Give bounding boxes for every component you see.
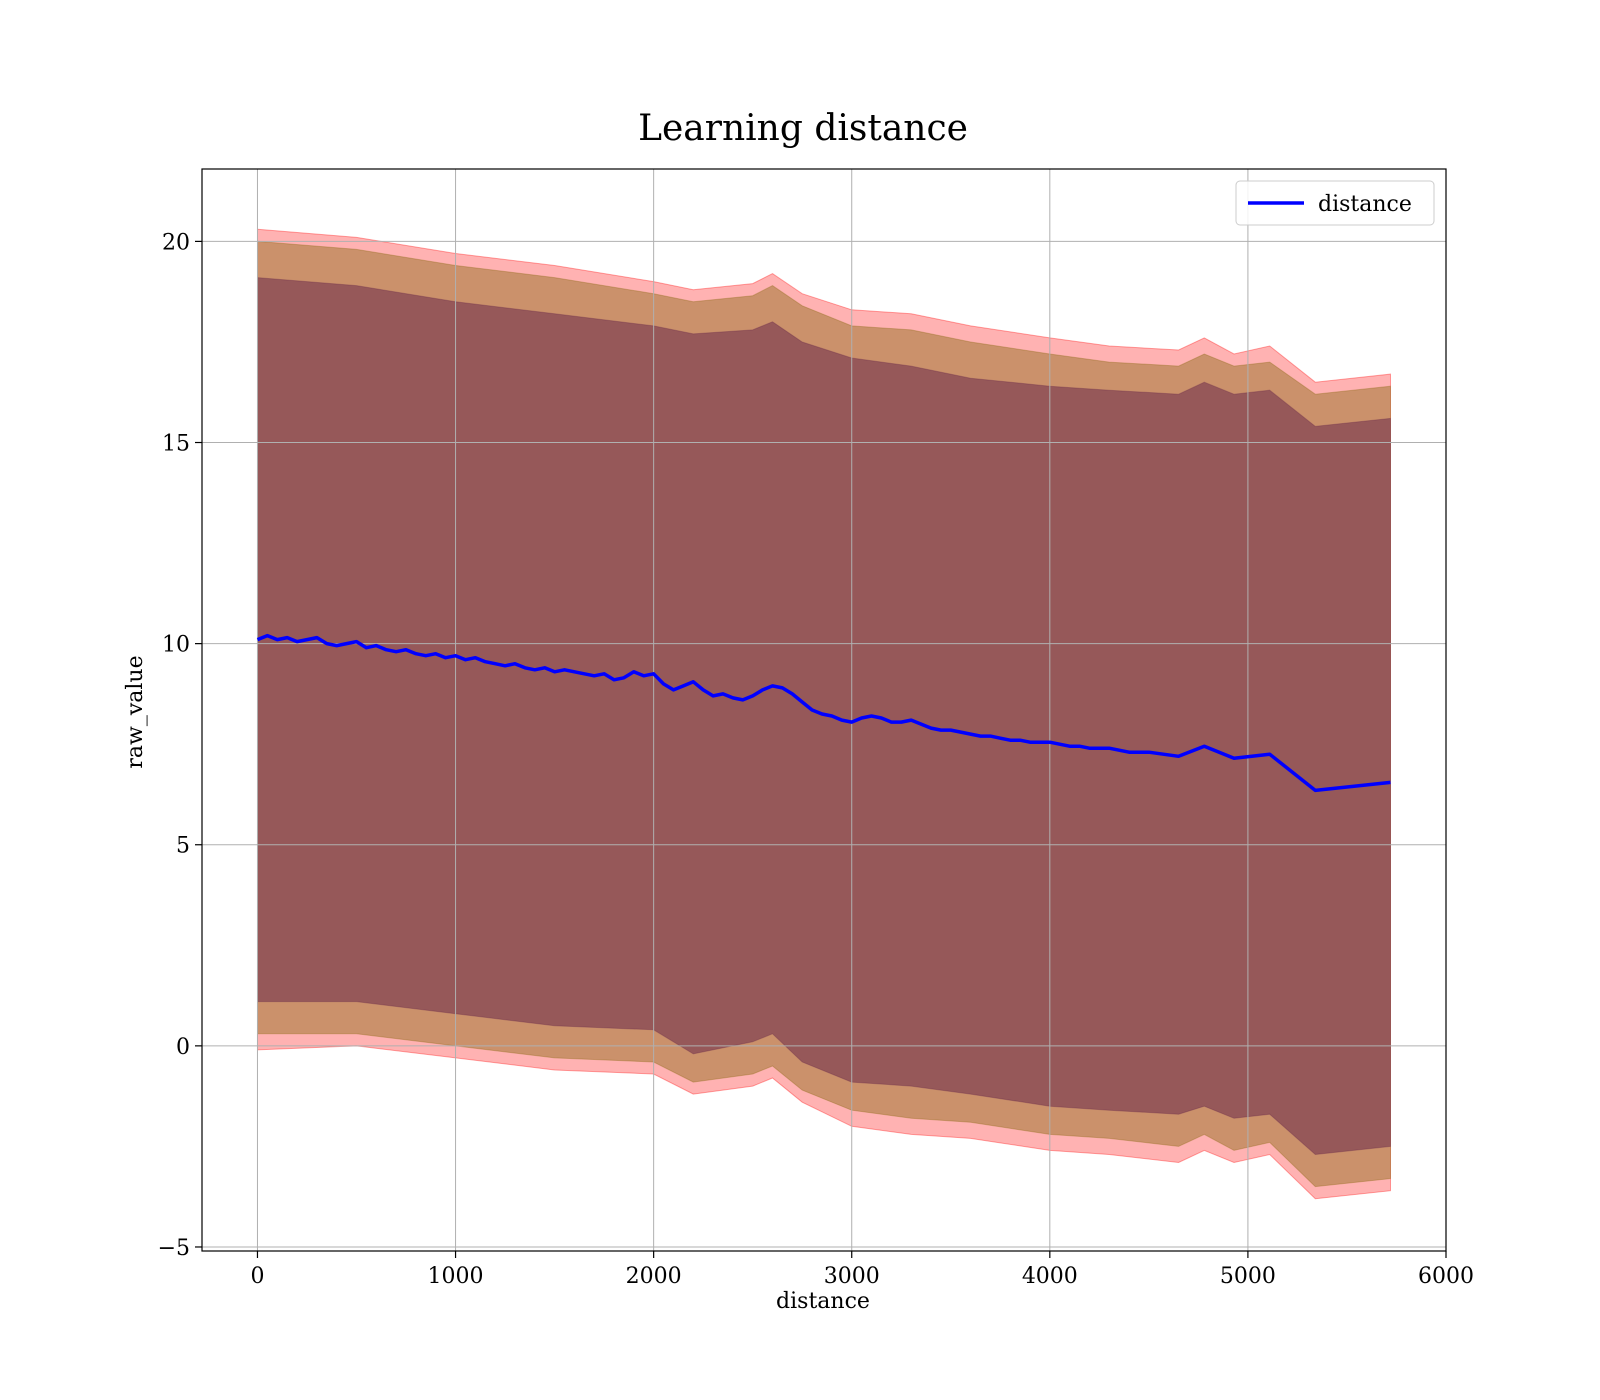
x-tick-label-4: 4000 [1022, 1264, 1078, 1289]
y-tick-label-2: 5 [176, 834, 190, 859]
y-tick-label-0: −5 [158, 1236, 190, 1261]
x-tick-label-2: 2000 [626, 1264, 682, 1289]
y-axis-label: raw_value [123, 655, 148, 768]
y-tick-label-5: 20 [162, 230, 190, 255]
x-tick-label-1: 1000 [428, 1264, 484, 1289]
plot-area [201, 168, 1447, 1252]
y-tick-label-1: 0 [176, 1035, 190, 1060]
y-tick-label-3: 10 [162, 633, 190, 658]
legend: distance [1235, 180, 1435, 226]
legend-label-distance: distance [1318, 192, 1412, 217]
legend-box [1235, 180, 1435, 226]
y-tick-label-4: 15 [162, 432, 190, 457]
x-tick-label-0: 0 [250, 1264, 264, 1289]
x-axis-label: distance [776, 1289, 870, 1314]
axis-ticks: 0 1000 2000 3000 4000 5000 6000 −5 0 5 10 15 20 [158, 230, 1474, 1289]
series-line-distance [256, 633, 1391, 793]
chart-title: Learning distance [638, 108, 968, 149]
x-tick-label-3: 3000 [824, 1264, 880, 1289]
plot-frame [201, 168, 1447, 1252]
x-tick-label-6: 6000 [1418, 1264, 1474, 1289]
x-tick-label-5: 5000 [1220, 1264, 1276, 1289]
